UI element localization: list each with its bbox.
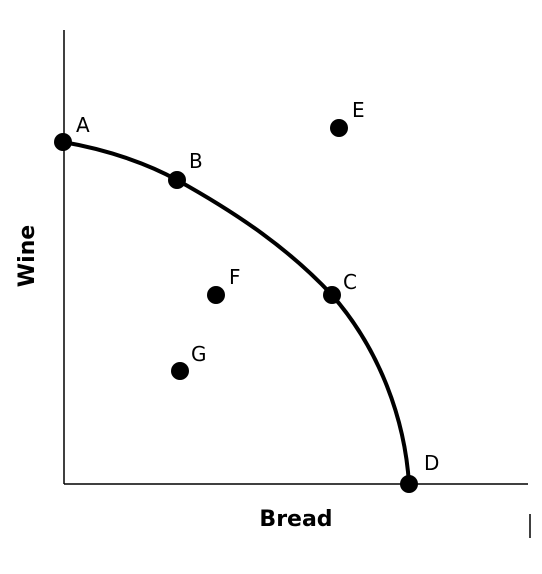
- point-label: C: [343, 270, 357, 294]
- y-axis-label: Wine: [15, 225, 40, 287]
- ppf-curve: [62, 140, 411, 485]
- point: [323, 286, 341, 304]
- point: [171, 362, 189, 380]
- point: [330, 119, 348, 137]
- point: [54, 133, 72, 151]
- point: [168, 171, 186, 189]
- point-label: E: [352, 98, 365, 122]
- point-label: B: [189, 149, 203, 173]
- point: [400, 475, 418, 493]
- point-label: D: [424, 451, 439, 475]
- point-label: A: [76, 113, 90, 137]
- point: [207, 286, 225, 304]
- x-axis-label: Bread: [259, 507, 332, 532]
- point-label: G: [191, 342, 207, 366]
- point-label: F: [229, 265, 241, 289]
